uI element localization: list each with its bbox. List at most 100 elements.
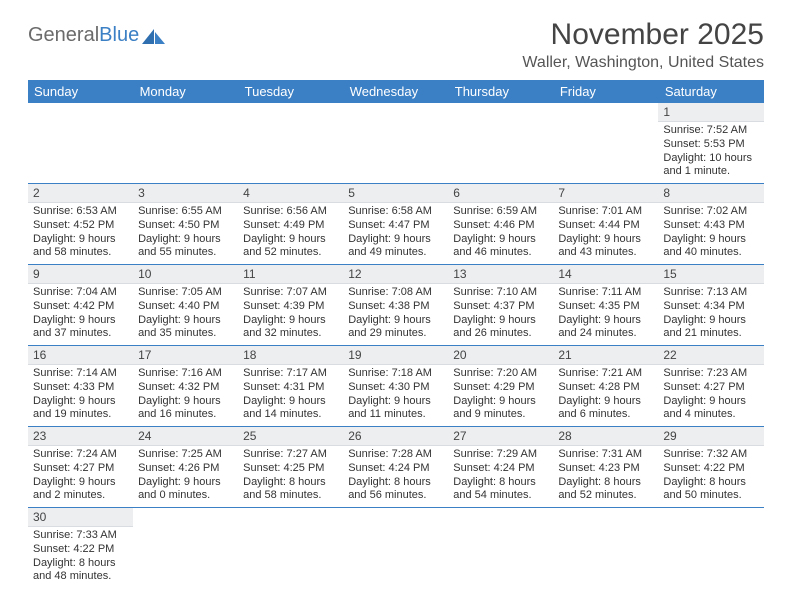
day-number: 30 bbox=[28, 508, 133, 527]
calendar-cell: 9Sunrise: 7:04 AMSunset: 4:42 PMDaylight… bbox=[28, 265, 133, 346]
daylight-text: Daylight: 9 hours and 21 minutes. bbox=[663, 314, 758, 342]
calendar-cell: 1Sunrise: 7:52 AMSunset: 5:53 PMDaylight… bbox=[658, 103, 763, 184]
day-number: 14 bbox=[553, 265, 658, 284]
sunrise-text: Sunrise: 7:17 AM bbox=[243, 367, 338, 381]
sunset-text: Sunset: 4:52 PM bbox=[33, 219, 128, 233]
day-body: Sunrise: 7:10 AMSunset: 4:37 PMDaylight:… bbox=[448, 284, 553, 345]
day-number: 10 bbox=[133, 265, 238, 284]
daylight-text: Daylight: 8 hours and 54 minutes. bbox=[453, 476, 548, 504]
sunrise-text: Sunrise: 7:33 AM bbox=[33, 529, 128, 543]
daylight-text: Daylight: 9 hours and 55 minutes. bbox=[138, 233, 233, 261]
sunset-text: Sunset: 4:24 PM bbox=[348, 462, 443, 476]
weekday-header: Tuesday bbox=[238, 80, 343, 103]
sunrise-text: Sunrise: 7:29 AM bbox=[453, 448, 548, 462]
calendar-cell: 16Sunrise: 7:14 AMSunset: 4:33 PMDayligh… bbox=[28, 346, 133, 427]
day-body: Sunrise: 7:01 AMSunset: 4:44 PMDaylight:… bbox=[553, 203, 658, 264]
sunset-text: Sunset: 4:43 PM bbox=[663, 219, 758, 233]
day-body: Sunrise: 6:53 AMSunset: 4:52 PMDaylight:… bbox=[28, 203, 133, 264]
sunset-text: Sunset: 4:34 PM bbox=[663, 300, 758, 314]
day-body: Sunrise: 7:05 AMSunset: 4:40 PMDaylight:… bbox=[133, 284, 238, 345]
day-body: Sunrise: 7:24 AMSunset: 4:27 PMDaylight:… bbox=[28, 446, 133, 507]
sunset-text: Sunset: 4:27 PM bbox=[33, 462, 128, 476]
calendar-cell bbox=[343, 508, 448, 589]
day-number: 22 bbox=[658, 346, 763, 365]
day-number: 15 bbox=[658, 265, 763, 284]
day-body: Sunrise: 6:55 AMSunset: 4:50 PMDaylight:… bbox=[133, 203, 238, 264]
day-number: 23 bbox=[28, 427, 133, 446]
weekday-header: Friday bbox=[553, 80, 658, 103]
sunrise-text: Sunrise: 7:16 AM bbox=[138, 367, 233, 381]
sunrise-text: Sunrise: 7:04 AM bbox=[33, 286, 128, 300]
daylight-text: Daylight: 8 hours and 56 minutes. bbox=[348, 476, 443, 504]
day-body: Sunrise: 7:13 AMSunset: 4:34 PMDaylight:… bbox=[658, 284, 763, 345]
daylight-text: Daylight: 9 hours and 29 minutes. bbox=[348, 314, 443, 342]
sunset-text: Sunset: 4:29 PM bbox=[453, 381, 548, 395]
calendar-cell bbox=[448, 103, 553, 184]
calendar-cell bbox=[28, 103, 133, 184]
daylight-text: Daylight: 9 hours and 58 minutes. bbox=[33, 233, 128, 261]
sunrise-text: Sunrise: 7:07 AM bbox=[243, 286, 338, 300]
calendar-cell: 30 Sunrise: 7:33 AMSunset: 4:22 PMDayligh… bbox=[28, 508, 133, 589]
day-number: 20 bbox=[448, 346, 553, 365]
sunset-text: Sunset: 4:33 PM bbox=[33, 381, 128, 395]
calendar-cell: 5Sunrise: 6:58 AMSunset: 4:47 PMDaylight… bbox=[343, 184, 448, 265]
sunset-text: Sunset: 4:50 PM bbox=[138, 219, 233, 233]
daylight-text: Daylight: 8 hours and 48 minutes. bbox=[33, 557, 128, 585]
sunrise-text: Sunrise: 7:32 AM bbox=[663, 448, 758, 462]
daylight-text: Daylight: 9 hours and 52 minutes. bbox=[243, 233, 338, 261]
day-number: 21 bbox=[553, 346, 658, 365]
sunrise-text: Sunrise: 6:55 AM bbox=[138, 205, 233, 219]
daylight-text: Daylight: 9 hours and 37 minutes. bbox=[33, 314, 128, 342]
calendar-cell: 2Sunrise: 6:53 AMSunset: 4:52 PMDaylight… bbox=[28, 184, 133, 265]
calendar-cell: 11Sunrise: 7:07 AMSunset: 4:39 PMDayligh… bbox=[238, 265, 343, 346]
daylight-text: Daylight: 8 hours and 52 minutes. bbox=[558, 476, 653, 504]
calendar-cell bbox=[343, 103, 448, 184]
daylight-text: Daylight: 9 hours and 49 minutes. bbox=[348, 233, 443, 261]
calendar-cell: 21Sunrise: 7:21 AMSunset: 4:28 PMDayligh… bbox=[553, 346, 658, 427]
brand-logo: GeneralBlue bbox=[28, 18, 167, 47]
calendar-cell: 25Sunrise: 7:27 AMSunset: 4:25 PMDayligh… bbox=[238, 427, 343, 508]
sunrise-text: Sunrise: 7:20 AM bbox=[453, 367, 548, 381]
day-body: Sunrise: 7:25 AMSunset: 4:26 PMDaylight:… bbox=[133, 446, 238, 507]
sunset-text: Sunset: 4:46 PM bbox=[453, 219, 548, 233]
sunrise-text: Sunrise: 7:10 AM bbox=[453, 286, 548, 300]
daylight-text: Daylight: 9 hours and 43 minutes. bbox=[558, 233, 653, 261]
sunset-text: Sunset: 4:31 PM bbox=[243, 381, 338, 395]
day-number: 29 bbox=[658, 427, 763, 446]
day-body: Sunrise: 7:17 AMSunset: 4:31 PMDaylight:… bbox=[238, 365, 343, 426]
daylight-text: Daylight: 9 hours and 19 minutes. bbox=[33, 395, 128, 423]
daylight-text: Daylight: 9 hours and 26 minutes. bbox=[453, 314, 548, 342]
daylight-text: Daylight: 9 hours and 40 minutes. bbox=[663, 233, 758, 261]
daylight-text: Daylight: 8 hours and 50 minutes. bbox=[663, 476, 758, 504]
calendar-row: 2Sunrise: 6:53 AMSunset: 4:52 PMDaylight… bbox=[28, 184, 764, 265]
sunset-text: Sunset: 4:44 PM bbox=[558, 219, 653, 233]
day-body: Sunrise: 7:29 AMSunset: 4:24 PMDaylight:… bbox=[448, 446, 553, 507]
sunrise-text: Sunrise: 7:08 AM bbox=[348, 286, 443, 300]
sunset-text: Sunset: 4:22 PM bbox=[33, 543, 128, 557]
location-text: Waller, Washington, United States bbox=[522, 54, 764, 72]
daylight-text: Daylight: 9 hours and 4 minutes. bbox=[663, 395, 758, 423]
sunrise-text: Sunrise: 6:58 AM bbox=[348, 205, 443, 219]
daylight-text: Daylight: 9 hours and 6 minutes. bbox=[558, 395, 653, 423]
page-header: GeneralBlue November 2025 Waller, Washin… bbox=[28, 18, 764, 72]
daylight-text: Daylight: 10 hours and 1 minute. bbox=[663, 152, 758, 180]
calendar-row: 9Sunrise: 7:04 AMSunset: 4:42 PMDaylight… bbox=[28, 265, 764, 346]
day-number: 4 bbox=[238, 184, 343, 203]
sunset-text: Sunset: 4:24 PM bbox=[453, 462, 548, 476]
calendar-cell: 4Sunrise: 6:56 AMSunset: 4:49 PMDaylight… bbox=[238, 184, 343, 265]
sunset-text: Sunset: 4:39 PM bbox=[243, 300, 338, 314]
day-number: 5 bbox=[343, 184, 448, 203]
sunrise-text: Sunrise: 7:05 AM bbox=[138, 286, 233, 300]
sunset-text: Sunset: 4:26 PM bbox=[138, 462, 233, 476]
day-body: Sunrise: 7:08 AMSunset: 4:38 PMDaylight:… bbox=[343, 284, 448, 345]
calendar-cell bbox=[238, 508, 343, 589]
calendar-cell bbox=[448, 508, 553, 589]
calendar-cell: 7Sunrise: 7:01 AMSunset: 4:44 PMDaylight… bbox=[553, 184, 658, 265]
day-number: 1 bbox=[658, 103, 763, 122]
sunrise-text: Sunrise: 7:23 AM bbox=[663, 367, 758, 381]
calendar-cell: 8Sunrise: 7:02 AMSunset: 4:43 PMDaylight… bbox=[658, 184, 763, 265]
day-number: 7 bbox=[553, 184, 658, 203]
day-number: 2 bbox=[28, 184, 133, 203]
sunset-text: Sunset: 4:49 PM bbox=[243, 219, 338, 233]
weekday-header-row: Sunday Monday Tuesday Wednesday Thursday… bbox=[28, 80, 764, 103]
